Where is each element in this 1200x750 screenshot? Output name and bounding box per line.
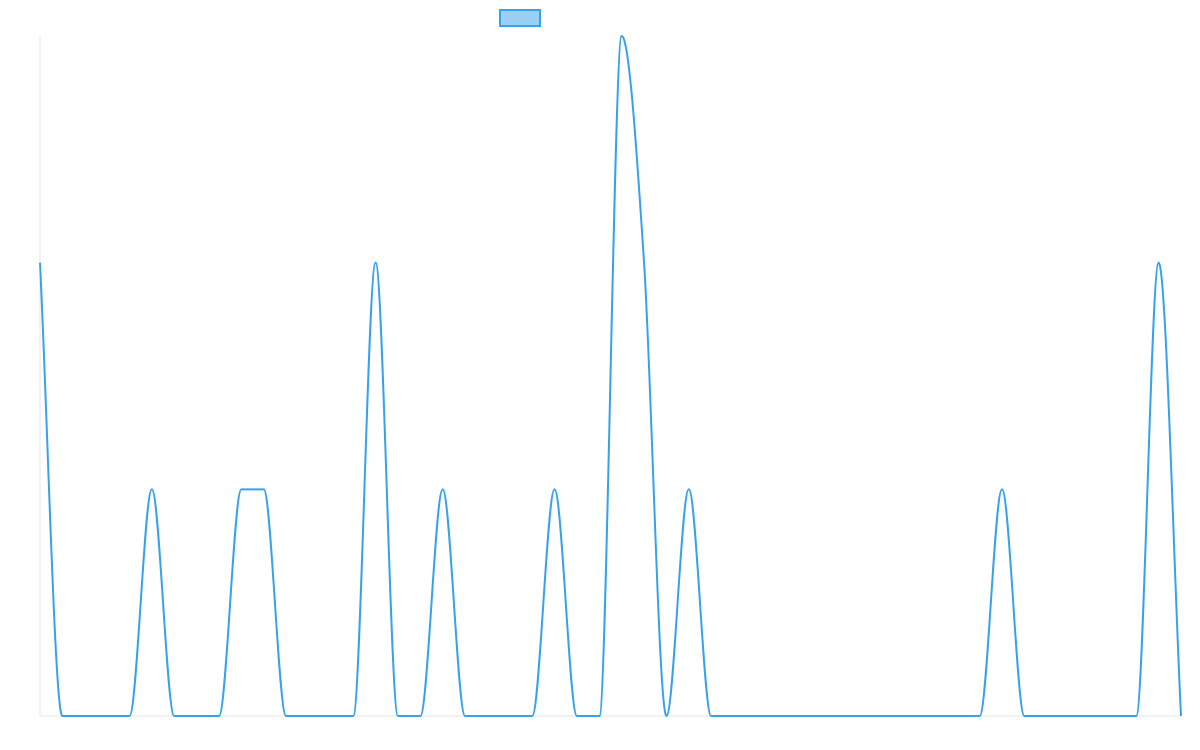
data-point[interactable]	[1111, 713, 1117, 719]
data-point[interactable]	[37, 260, 43, 266]
data-point[interactable]	[484, 713, 490, 719]
data-point[interactable]	[910, 713, 916, 719]
data-point[interactable]	[59, 713, 65, 719]
data-point[interactable]	[731, 713, 737, 719]
data-point[interactable]	[529, 713, 535, 719]
data-point[interactable]	[82, 713, 88, 719]
data-point[interactable]	[1089, 713, 1095, 719]
data-point[interactable]	[1133, 713, 1139, 719]
data-point[interactable]	[1066, 713, 1072, 719]
data-point[interactable]	[1156, 260, 1162, 266]
data-point[interactable]	[216, 713, 222, 719]
data-point[interactable]	[1021, 713, 1027, 719]
data-point[interactable]	[417, 713, 423, 719]
data-point[interactable]	[126, 713, 132, 719]
data-point[interactable]	[149, 486, 155, 492]
legend-swatch[interactable]	[499, 9, 541, 27]
data-point[interactable]	[261, 486, 267, 492]
data-point[interactable]	[798, 713, 804, 719]
series-line-0[interactable]	[39, 34, 1182, 718]
data-point[interactable]	[395, 713, 401, 719]
data-point[interactable]	[194, 713, 200, 719]
data-point[interactable]	[283, 713, 289, 719]
data-point[interactable]	[932, 713, 938, 719]
data-point[interactable]	[350, 713, 356, 719]
data-point[interactable]	[507, 713, 513, 719]
data-point[interactable]	[663, 713, 669, 719]
data-point[interactable]	[1178, 713, 1184, 719]
data-point[interactable]	[552, 486, 558, 492]
data-point[interactable]	[238, 486, 244, 492]
data-point[interactable]	[619, 33, 625, 39]
data-point[interactable]	[574, 713, 580, 719]
data-point[interactable]	[820, 713, 826, 719]
data-point[interactable]	[865, 713, 871, 719]
data-point[interactable]	[954, 713, 960, 719]
data-point[interactable]	[1044, 713, 1050, 719]
data-point[interactable]	[305, 713, 311, 719]
data-point[interactable]	[686, 486, 692, 492]
data-point[interactable]	[753, 713, 759, 719]
series-layer	[37, 33, 1184, 719]
data-point[interactable]	[977, 713, 983, 719]
data-point[interactable]	[328, 713, 334, 719]
data-point[interactable]	[373, 260, 379, 266]
data-point[interactable]	[775, 713, 781, 719]
data-point[interactable]	[104, 713, 110, 719]
data-point[interactable]	[462, 713, 468, 719]
data-point[interactable]	[842, 713, 848, 719]
data-point[interactable]	[171, 713, 177, 719]
data-point[interactable]	[887, 713, 893, 719]
data-point[interactable]	[596, 713, 602, 719]
data-point[interactable]	[641, 260, 647, 266]
data-point[interactable]	[708, 713, 714, 719]
data-point[interactable]	[440, 486, 446, 492]
data-point[interactable]	[999, 486, 1005, 492]
